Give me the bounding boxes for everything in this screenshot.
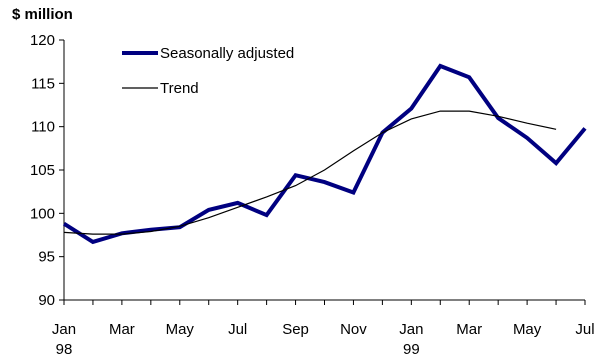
legend-label-trend: Trend [160,80,199,97]
y-tick-label: 110 [31,119,55,136]
x-tick-label: Jan [52,321,76,338]
y-tick-label: 120 [30,32,55,49]
y-tick-label: 100 [30,205,55,222]
y-tick-label: 90 [38,292,55,309]
seasonally-adjusted-line [62,63,587,245]
x-tick-year-label: 99 [403,341,420,358]
x-axis-ticks: Jan 98 Mar May Jul Sep Nov Jan 99 Mar May Jul [52,300,595,358]
x-tick-label: Jan [399,321,423,338]
x-tick-label: Sep [282,321,309,338]
y-tick-label: 105 [30,162,55,179]
x-tick-label: May [166,321,195,338]
y-tick-label: 115 [31,75,55,92]
x-tick-label: Nov [340,321,367,338]
y-tick-label: 95 [38,249,55,266]
chart-legend: Seasonally adjusted Trend [122,45,294,97]
chart-series [62,63,587,245]
legend-label-seasonally-adjusted: Seasonally adjusted [160,45,294,62]
y-axis-ticks: 90 95 100 105 110 115 120 [30,32,64,309]
trend-line [63,110,557,235]
x-tick-label: Mar [456,321,482,338]
x-tick-label: Jul [228,321,247,338]
y-axis-unit-label: $ million [12,6,73,23]
x-tick-label: May [513,321,542,338]
x-tick-label: Jul [575,321,594,338]
x-tick-label: Mar [109,321,135,338]
x-tick-year-label: 98 [56,341,73,358]
